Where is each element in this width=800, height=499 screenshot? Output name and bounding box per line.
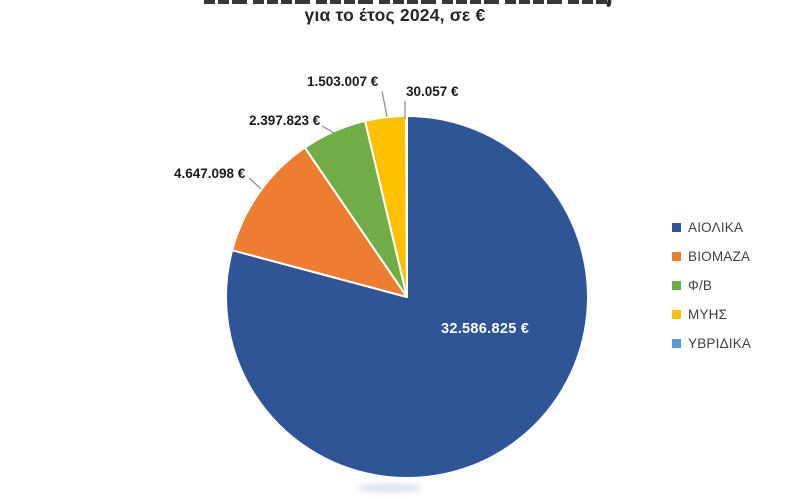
label-leader-line [248,177,262,190]
legend-label-aiolika: ΑΙΟΛΙΚΑ [688,219,744,235]
chart-title: για το έτος 2024, σε € [304,5,486,25]
data-label-ybridika: 30.057 € [406,84,459,99]
legend-item-aiolika[interactable]: ΑΙΟΛΙΚΑ [672,219,751,235]
data-label-fb: 2.397.823 € [249,113,321,128]
clipped-title-line [204,0,610,4]
label-leader-line [321,125,335,134]
data-label-myhs: 1.503.007 € [307,74,379,89]
legend-label-ybridika: ΥΒΡΙΔΙΚΑ [688,335,752,351]
legend-item-fb[interactable]: Φ/Β [672,277,751,293]
pie-slice-ΒΙΟΜΑΖΑ[interactable] [231,146,408,298]
legend-marker-aiolika [672,222,681,232]
legend-label-myhs: ΜΥΗΣ [688,306,728,322]
legend-marker-myhs [672,309,681,319]
legend-marker-ybridika [672,338,681,348]
legend-marker-fb [672,280,681,290]
pie-shadow [358,483,422,493]
legend-marker-biomaza [672,251,681,261]
data-label-aiolika: 32.586.825 € [441,321,530,337]
legend-item-myhs[interactable]: ΜΥΗΣ [672,306,751,322]
legend-label-fb: Φ/Β [688,277,713,293]
legend: ΑΙΟΛΙΚΑ ΒΙΟΜΑΖΑ Φ/Β ΜΥΗΣ ΥΒΡΙΔΙΚΑ [672,219,752,351]
pie-slice-ΥΒΡΙΔΙΚΑ[interactable] [405,114,408,298]
legend-item-ybridika[interactable]: ΥΒΡΙΔΙΚΑ [672,335,752,351]
label-leader-line [381,90,388,118]
legend-label-biomaza: ΒΙΟΜΑΖΑ [688,248,751,264]
legend-item-biomaza[interactable]: ΒΙΟΜΑΖΑ [672,248,751,264]
data-label-biomaza: 4.647.098 € [174,166,246,181]
